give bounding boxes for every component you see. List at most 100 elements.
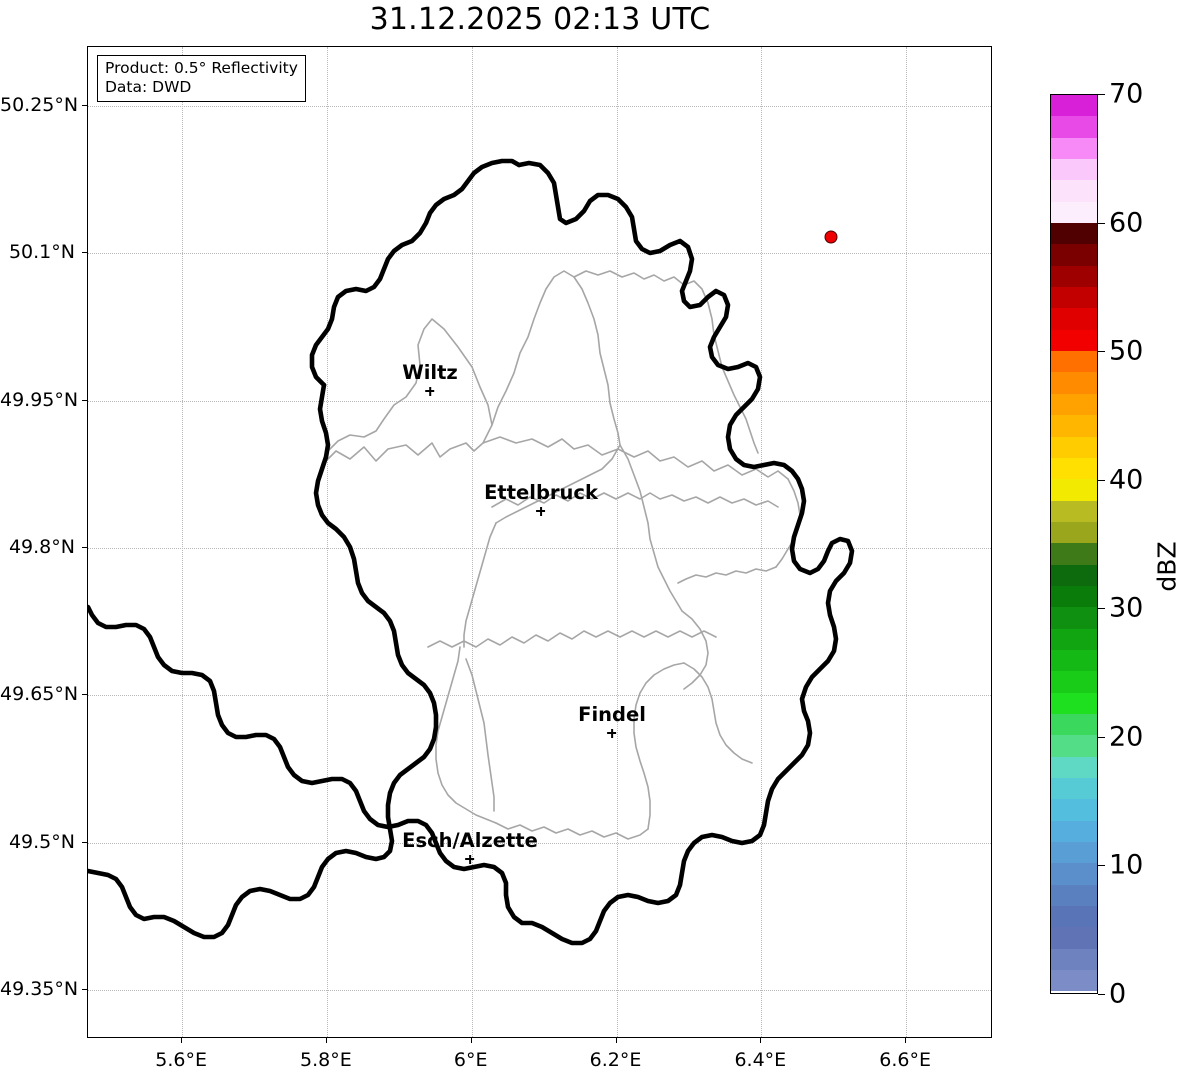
city-marker-icon — [425, 386, 435, 396]
colorbar-tickmark — [1098, 222, 1105, 224]
y-tick-label: 49.35°N — [0, 977, 79, 1000]
colorbar-band — [1051, 884, 1097, 907]
colorbar-tickmark — [1098, 994, 1105, 995]
colorbar-band — [1051, 906, 1097, 928]
colorbar-band — [1051, 607, 1097, 629]
city-marker-icon — [536, 506, 546, 516]
colorbar-band — [1051, 671, 1097, 693]
colorbar-band — [1051, 308, 1097, 330]
gridline-horizontal — [88, 253, 991, 255]
colorbar-band — [1051, 564, 1097, 586]
colorbar-band — [1051, 585, 1097, 608]
colorbar-band — [1051, 756, 1097, 778]
colorbar-tickmark — [1098, 94, 1105, 95]
info-data-line: Data: DWD — [105, 77, 192, 96]
colorbar-band — [1051, 927, 1097, 949]
colorbar-band — [1051, 457, 1097, 480]
country-border-luxembourg — [88, 160, 855, 946]
x-tick-label: 5.6°E — [155, 1049, 207, 1071]
colorbar-band — [1051, 265, 1097, 288]
country-border-west — [309, 158, 522, 388]
x-tickmark — [760, 1038, 762, 1043]
colorbar-band — [1051, 778, 1097, 800]
x-tick-label: 6°E — [453, 1049, 488, 1071]
gridlines — [88, 47, 991, 1037]
colorbar-band — [1051, 735, 1097, 757]
colorbar-gradient — [1050, 94, 1098, 994]
y-tick-label: 50.1°N — [8, 241, 75, 264]
colorbar-band — [1051, 628, 1097, 650]
colorbar[interactable]: 70 60 50 40 30 20 10 0 — [1050, 79, 1143, 1010]
colorbar-band — [1051, 649, 1097, 672]
gridline-vertical — [326, 47, 328, 1037]
colorbar-band — [1051, 500, 1097, 522]
gridline-horizontal — [88, 842, 991, 844]
colorbar-band — [1051, 393, 1097, 416]
map-points: Wiltz Ettelbruck Findel Esch/Alzette — [88, 47, 991, 1037]
x-tickmark — [615, 1038, 617, 1043]
colorbar-band — [1051, 223, 1097, 245]
colorbar-band — [1051, 436, 1097, 458]
gridline-vertical — [182, 47, 184, 1037]
gridline-horizontal — [88, 400, 991, 402]
info-box: Product: 0.5° Reflectivity Data: DWD — [97, 55, 306, 102]
colorbar-tickmark — [1098, 608, 1105, 610]
colorbar-tick-label: 20 — [1109, 721, 1144, 753]
colorbar-axis-label: dBZ — [1152, 541, 1182, 592]
colorbar-band — [1051, 820, 1097, 843]
colorbar-band — [1051, 329, 1097, 352]
radar-site-marker[interactable] — [824, 230, 838, 244]
colorbar-band — [1051, 201, 1097, 224]
x-tickmark — [325, 1038, 327, 1043]
colorbar-band — [1051, 159, 1097, 181]
y-tick-label: 49.5°N — [8, 830, 75, 853]
y-tick-label: 50.25°N — [0, 93, 79, 116]
colorbar-band — [1051, 95, 1097, 117]
gridline-vertical — [616, 47, 618, 1037]
colorbar-band — [1051, 799, 1097, 821]
map-plot-area[interactable]: Product: 0.5° Reflectivity Data: DWD Wil… — [87, 46, 992, 1038]
map-svg — [88, 158, 855, 946]
colorbar-band — [1051, 692, 1097, 714]
country-border-southwest — [88, 382, 439, 940]
x-tick-label: 5.8°E — [300, 1049, 352, 1071]
info-product-line: Product: 0.5° Reflectivity — [105, 59, 298, 77]
gridline-horizontal — [88, 105, 991, 107]
colorbar-band — [1051, 287, 1097, 309]
x-tick-label: 6.2°E — [589, 1049, 642, 1071]
y-tick-label: 49.8°N — [8, 535, 75, 558]
colorbar-tick-label: 0 — [1109, 978, 1127, 1010]
colorbar-tick-label: 50 — [1109, 335, 1144, 367]
city-label-esch-alzette: Esch/Alzette — [402, 831, 538, 864]
city-name: Ettelbruck — [484, 481, 598, 504]
colorbar-tickmark — [1098, 479, 1105, 481]
colorbar-band — [1051, 351, 1097, 373]
city-name: Esch/Alzette — [402, 829, 538, 852]
colorbar-band — [1051, 543, 1097, 565]
y-tickmark — [82, 252, 87, 254]
y-tick-label: 49.65°N — [0, 683, 79, 706]
colorbar-tick-label: 40 — [1109, 464, 1144, 496]
gridline-vertical — [471, 47, 473, 1037]
colorbar-tick-label: 30 — [1109, 592, 1144, 624]
city-label-ettelbruck: Ettelbruck — [484, 483, 598, 516]
colorbar-band — [1051, 521, 1097, 544]
colorbar-tickmark — [1098, 351, 1105, 353]
colorbar-band — [1051, 244, 1097, 266]
city-marker-icon — [607, 728, 617, 738]
y-tickmark — [82, 104, 87, 106]
canton-boundaries — [321, 270, 801, 840]
gridline-vertical — [906, 47, 908, 1037]
colorbar-tick-label: 10 — [1109, 849, 1144, 881]
colorbar-tickmark — [1098, 865, 1105, 867]
colorbar-band — [1051, 415, 1097, 437]
y-tickmark — [82, 988, 87, 990]
gridline-vertical — [761, 47, 763, 1037]
colorbar-band — [1051, 842, 1097, 864]
colorbar-band — [1051, 863, 1097, 885]
x-tickmark — [905, 1038, 907, 1043]
y-tick-label: 49.95°N — [0, 388, 79, 411]
colorbar-band — [1051, 970, 1097, 992]
colorbar-band — [1051, 372, 1097, 394]
